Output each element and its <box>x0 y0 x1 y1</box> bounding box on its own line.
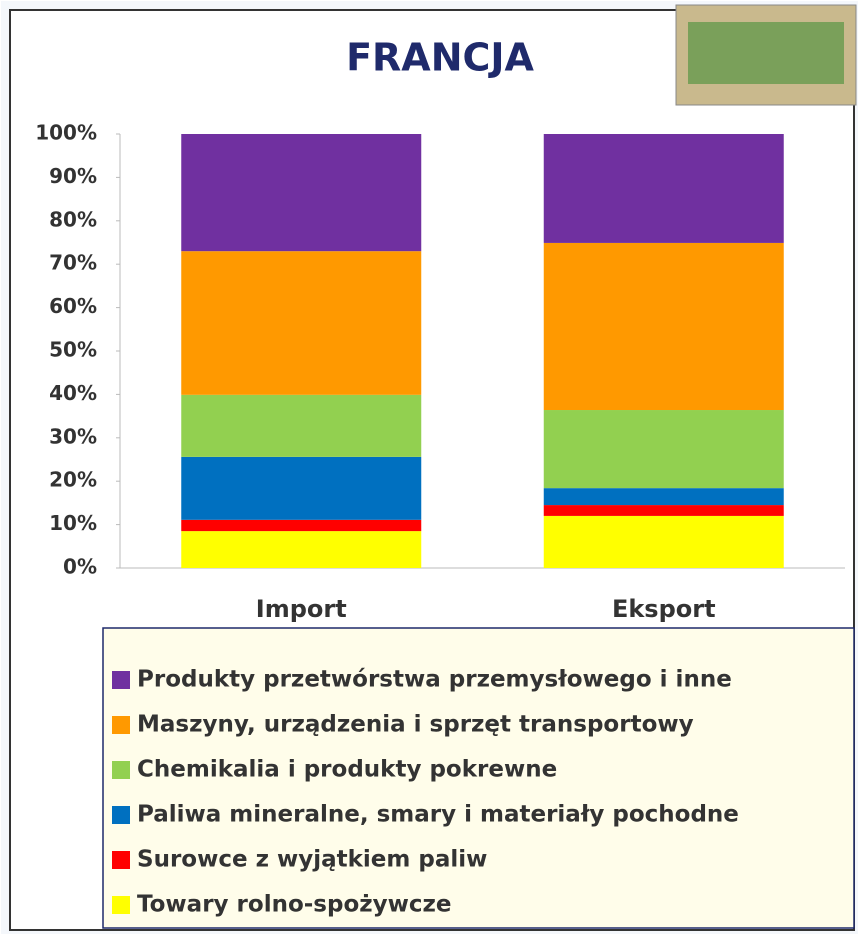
y-tick-label: 10% <box>49 511 97 535</box>
legend-label: Towary rolno-spożywcze <box>137 892 452 918</box>
y-tick-label: 90% <box>49 164 97 188</box>
y-tick-label: 100% <box>35 121 97 145</box>
legend-label: Paliwa mineralne, smary i materiały poch… <box>137 802 739 828</box>
x-tick-label: Import <box>256 595 347 623</box>
legend-label: Surowce z wyjątkiem paliw <box>137 847 487 873</box>
y-tick-label: 0% <box>63 555 97 579</box>
bar-segment <box>181 134 421 251</box>
y-tick-label: 40% <box>49 381 97 405</box>
legend-swatch <box>112 896 130 914</box>
chart: FRANCJA 0% 10% 20% 30% 40% 50% 60% 70% 80% 90% 100… <box>0 0 859 935</box>
bar-segment <box>544 410 784 488</box>
y-tick-label: 70% <box>49 251 97 275</box>
bar-segment <box>544 243 784 410</box>
y-tick-label: 50% <box>49 338 97 362</box>
legend-swatch <box>112 806 130 824</box>
y-tick-label: 30% <box>49 424 97 448</box>
bar-segment <box>544 505 784 516</box>
bar-segment <box>181 531 421 568</box>
y-tick-label: 60% <box>49 294 97 318</box>
legend-swatch <box>112 671 130 689</box>
legend-swatch <box>112 851 130 869</box>
x-tick-label: Eksport <box>612 595 716 623</box>
legend-label: Chemikalia i produkty pokrewne <box>137 757 557 783</box>
bar-segment <box>181 520 421 531</box>
bar-segment <box>181 457 421 520</box>
legend-label: Produkty przetwórstwa przemysłowego i in… <box>137 667 732 693</box>
legend-swatch <box>112 716 130 734</box>
chart-title: FRANCJA <box>346 36 534 80</box>
bar-segment <box>544 134 784 243</box>
logo-image <box>688 22 844 84</box>
bar-segment <box>544 516 784 568</box>
legend-label: Maszyny, urządzenia i sprzęt transportow… <box>137 712 694 738</box>
bar-segment <box>544 488 784 505</box>
y-tick-label: 20% <box>49 468 97 492</box>
y-tick-label: 80% <box>49 207 97 231</box>
bar-segment <box>181 251 421 395</box>
bar-segment <box>181 395 421 457</box>
legend-swatch <box>112 761 130 779</box>
